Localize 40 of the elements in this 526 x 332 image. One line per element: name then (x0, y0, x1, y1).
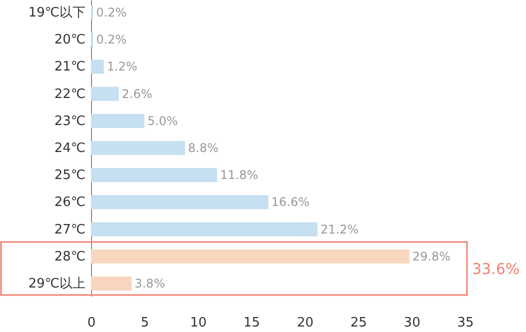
bar (91, 168, 218, 182)
x-tick-label: 30 (404, 316, 420, 330)
text: 33.6% (472, 260, 520, 278)
y-tick-label: 27℃ (54, 222, 86, 238)
bar (91, 86, 119, 101)
y-tick-label: 21℃ (54, 60, 86, 75)
x-tick-label: 25 (350, 316, 367, 330)
bar (91, 249, 410, 264)
bar (91, 140, 186, 156)
data-label: 29.8% (412, 249, 451, 264)
data-label: 3.8% (134, 276, 166, 291)
y-tick-label: 19℃以下 (28, 5, 86, 20)
bar (91, 276, 132, 291)
bar (91, 60, 104, 74)
y-tick-label: 22℃ (54, 86, 86, 102)
data-label: 21.2% (320, 222, 359, 236)
data-label: 11.8% (220, 168, 258, 182)
x-tick-label: 0 (87, 316, 96, 330)
x-tick-label: 20 (296, 316, 314, 330)
x-tick-label: 5 (140, 316, 150, 330)
x-tick-label: 35 (457, 316, 474, 330)
y-tick-label: 26℃ (54, 195, 86, 210)
data-label: 2.6% (122, 86, 152, 101)
data-label: 1.2% (106, 60, 138, 74)
data-label: 0.2% (96, 32, 127, 47)
x-tick-label: 10 (190, 316, 207, 330)
data-label: 16.6% (271, 195, 310, 210)
x-tick-label: 15 (244, 316, 260, 330)
y-tick-label: 25℃ (54, 168, 86, 184)
data-label: 8.8% (188, 141, 219, 155)
bar (91, 195, 268, 210)
y-tick-label: 28℃ (54, 249, 86, 264)
data-label: 5.0% (147, 114, 178, 128)
y-tick-label: 20℃ (54, 32, 86, 48)
data-label: 0.2% (96, 5, 127, 20)
y-tick-label: 23℃ (54, 114, 86, 129)
y-tick-label: 24℃ (54, 141, 86, 156)
bar (91, 222, 318, 236)
bar (91, 114, 144, 128)
y-tick-label: 29℃以上 (28, 276, 86, 292)
